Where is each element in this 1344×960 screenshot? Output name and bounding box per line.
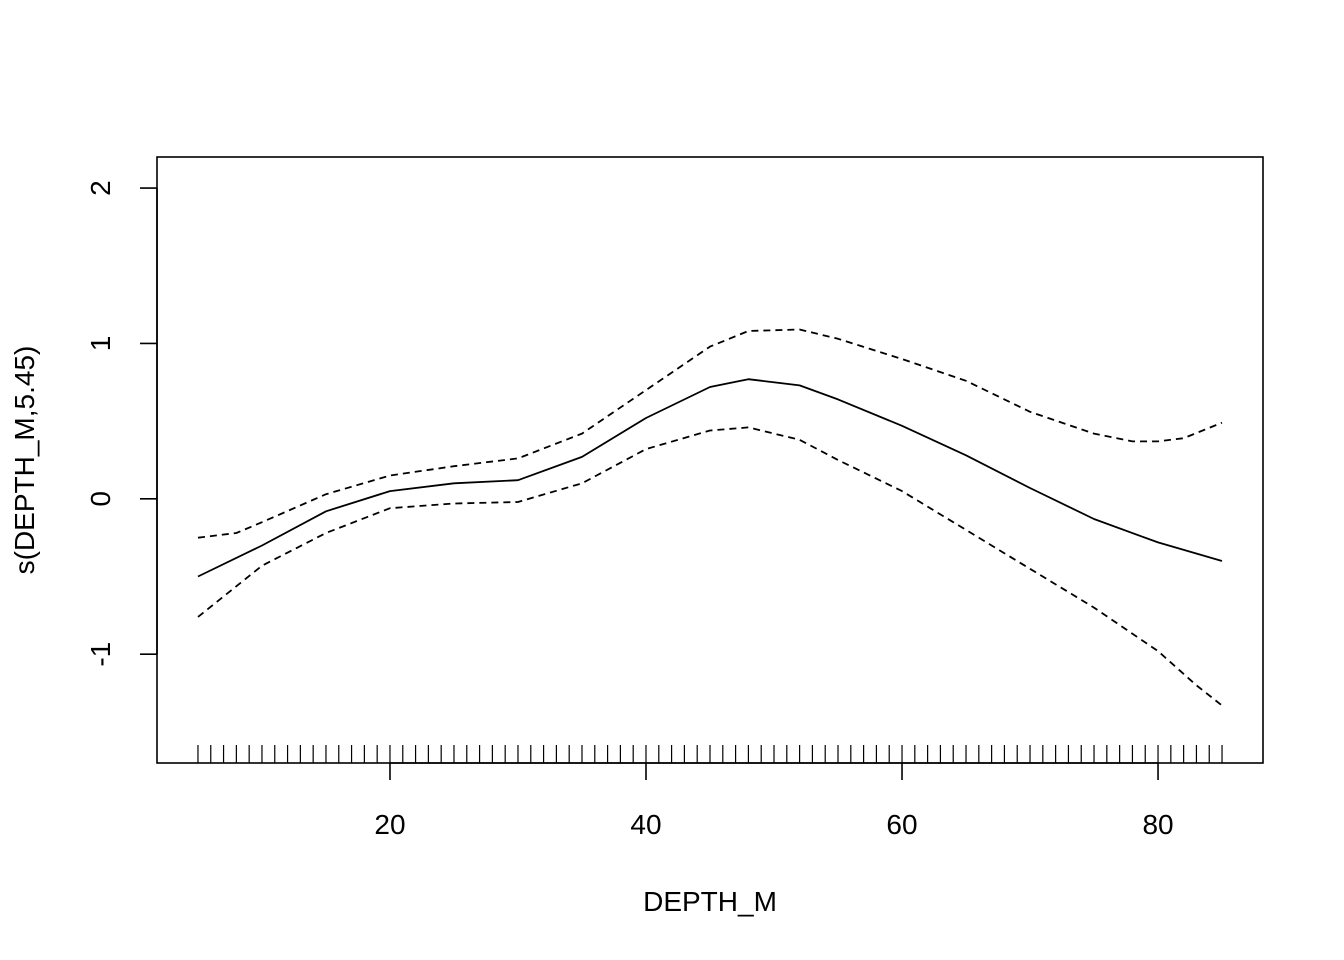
y-axis: -1 0 1 2 bbox=[85, 180, 158, 667]
rug-marks bbox=[197, 745, 1223, 763]
x-tick-label: 40 bbox=[630, 809, 661, 840]
y-tick-label: 0 bbox=[85, 491, 116, 507]
x-axis-title: DEPTH_M bbox=[643, 886, 777, 917]
x-tick-label: 20 bbox=[374, 809, 405, 840]
smooth-estimate-line bbox=[197, 378, 1223, 578]
x-axis: 20 40 60 80 bbox=[374, 762, 1174, 840]
y-tick-label: 2 bbox=[85, 180, 116, 196]
x-tick-label: 60 bbox=[886, 809, 917, 840]
upper-confidence-line bbox=[197, 328, 1223, 539]
x-tick-label: 80 bbox=[1142, 809, 1173, 840]
lower-confidence-line bbox=[197, 426, 1223, 707]
series-group bbox=[197, 328, 1223, 707]
y-tick-label: -1 bbox=[85, 642, 116, 667]
y-tick-label: 1 bbox=[85, 336, 116, 352]
y-axis-title: s(DEPTH_M,5.45) bbox=[9, 346, 40, 575]
plot-frame bbox=[156, 156, 1264, 764]
